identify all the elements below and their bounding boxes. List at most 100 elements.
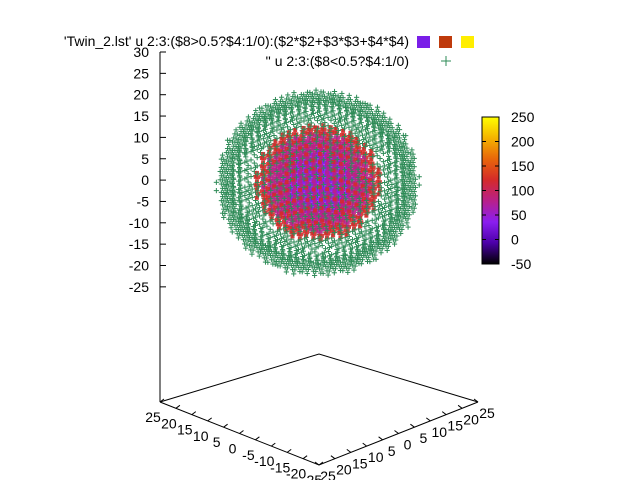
outer-point (307, 174, 313, 180)
outer-point (404, 220, 410, 226)
x-tick-mark (302, 455, 308, 460)
outer-point (236, 186, 242, 193)
outer-point (336, 206, 343, 213)
inner-point (286, 188, 291, 193)
outer-point (242, 159, 248, 165)
inner-point (331, 191, 336, 196)
inner-point (317, 192, 322, 197)
outer-point (406, 163, 413, 169)
inner-point (323, 189, 328, 194)
outer-point (227, 212, 233, 218)
inner-point (280, 207, 285, 212)
outer-point (272, 96, 279, 103)
outer-point (289, 267, 296, 273)
outer-point (312, 249, 318, 255)
inner-point (316, 154, 321, 159)
outer-point (345, 237, 351, 244)
inner-point (261, 201, 266, 206)
inner-point (325, 178, 330, 183)
inner-point (332, 164, 337, 169)
inner-point (294, 198, 299, 203)
inner-point (332, 197, 337, 202)
outer-point (324, 95, 330, 101)
inner-point (323, 173, 328, 178)
inner-point (341, 186, 346, 191)
outer-point (381, 218, 387, 224)
outer-point (349, 237, 356, 243)
outer-point (384, 157, 391, 164)
outer-point (362, 168, 368, 174)
outer-point (231, 185, 237, 191)
inner-point (356, 153, 361, 158)
inner-point (360, 192, 365, 197)
inner-point (358, 166, 363, 171)
outer-point (398, 156, 404, 162)
outer-point (396, 226, 403, 232)
inner-point (293, 128, 298, 133)
outer-point (392, 134, 398, 141)
inner-point (329, 137, 334, 142)
outer-point (229, 180, 236, 187)
outer-point (378, 193, 384, 199)
outer-point (368, 248, 374, 254)
outer-point (274, 177, 280, 183)
outer-point (401, 195, 408, 201)
outer-point (381, 171, 388, 177)
y-tick-label: 5 (420, 430, 428, 446)
outer-point (409, 155, 415, 161)
outer-point (280, 133, 286, 139)
outer-point (232, 222, 238, 228)
outer-point (261, 132, 268, 138)
inner-point (279, 136, 284, 141)
inner-point (329, 195, 334, 200)
outer-point (386, 137, 392, 143)
outer-point (255, 192, 261, 198)
inner-point (319, 197, 324, 202)
inner-point (274, 201, 279, 206)
outer-point (328, 257, 334, 263)
y-tick-label: 15 (352, 455, 368, 471)
inner-point (322, 169, 327, 174)
inner-point (350, 180, 355, 185)
inner-point (312, 175, 317, 180)
inner-point (275, 189, 280, 194)
inner-point (337, 164, 342, 169)
inner-point (338, 153, 343, 158)
inner-point (365, 159, 370, 164)
inner-point (272, 208, 277, 213)
outer-point (350, 106, 356, 113)
outer-point (275, 263, 281, 269)
inner-point (310, 140, 315, 145)
outer-point (386, 211, 392, 218)
outer-point (334, 123, 340, 129)
outer-point (233, 127, 239, 133)
outer-point (366, 106, 372, 112)
inner-point (286, 196, 291, 201)
outer-point (381, 226, 387, 232)
inner-point (315, 216, 320, 221)
outer-point (354, 244, 360, 250)
outer-point (256, 253, 262, 259)
outer-point (286, 139, 292, 145)
outer-point (343, 212, 349, 219)
outer-point (271, 101, 277, 107)
outer-point (313, 130, 319, 136)
x-tick-mark (239, 430, 244, 434)
inner-point (332, 155, 337, 160)
inner-point (353, 165, 358, 170)
inner-point (299, 158, 304, 163)
outer-point (349, 127, 355, 133)
outer-point (393, 164, 399, 170)
inner-point (326, 174, 331, 179)
outer-point (263, 119, 269, 125)
inner-point (376, 175, 381, 180)
inner-point (302, 180, 307, 185)
inner-point (278, 190, 283, 195)
outer-point (355, 174, 361, 181)
inner-point (369, 190, 374, 195)
inner-point (329, 187, 334, 192)
outer-point (298, 241, 304, 247)
outer-point (229, 172, 236, 178)
outer-point (311, 115, 318, 121)
inner-point (354, 203, 359, 208)
